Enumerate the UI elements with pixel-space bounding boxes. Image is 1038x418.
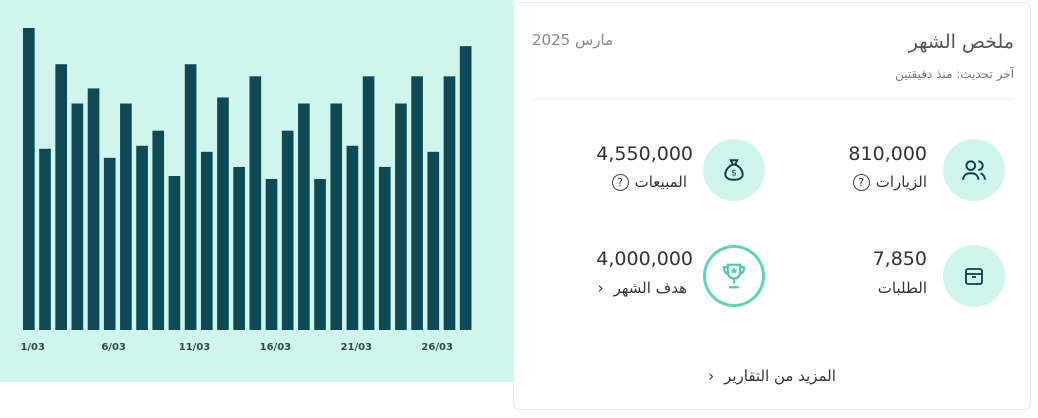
card-title: ملخص الشهر	[908, 31, 1014, 53]
chevron: ‹	[597, 279, 604, 297]
stat-label: المبيعات?	[611, 173, 687, 191]
stat-label-text: المبيعات	[634, 173, 687, 191]
bar	[281, 130, 294, 330]
bar	[249, 76, 262, 330]
bar	[411, 76, 423, 330]
stat-link[interactable]: هدف الشهر ‹	[598, 279, 687, 297]
stat-label-text: الزيارات	[875, 173, 927, 191]
bar	[200, 151, 213, 330]
svg-text:$: $	[731, 168, 737, 178]
summary-card: ملخص الشهر آخر تحديث: منذ دقيقتين مارس 2…	[513, 2, 1031, 410]
stat-value: 4,550,000	[596, 143, 693, 165]
more-link[interactable]: المزيد من التقارير ‹	[514, 367, 1030, 385]
sales-icon: $	[703, 139, 765, 201]
bar	[459, 46, 472, 331]
x-tick-label: 26/03	[421, 342, 453, 353]
visits-icon	[943, 139, 1005, 201]
x-tick-label: 1/03	[20, 342, 45, 353]
x-tick-label: 16/03	[260, 342, 292, 353]
divider	[532, 99, 1014, 100]
goal-icon	[703, 245, 765, 307]
bar	[298, 103, 310, 330]
bar	[152, 130, 165, 330]
help-icon[interactable]: ?	[852, 174, 870, 191]
stat-label: الزيارات?	[852, 173, 927, 191]
bar	[362, 76, 375, 330]
bar	[23, 28, 35, 330]
chart: 1/03 6/03 11/03 16/03 21/03 26/03	[20, 28, 472, 353]
bar	[395, 103, 407, 330]
x-tick-label: 11/03	[179, 342, 211, 353]
bar	[168, 175, 181, 330]
orders-icon	[943, 245, 1005, 307]
stat-value: 7,850	[872, 248, 927, 270]
stat-label: الطلبات	[877, 279, 927, 297]
help-icon[interactable]: ?	[611, 174, 629, 191]
bar	[103, 157, 116, 330]
bar	[136, 145, 148, 330]
bar	[314, 179, 326, 330]
stat-value: 4,000,000	[596, 248, 693, 270]
bar	[217, 97, 229, 331]
chevron: ‹	[708, 367, 715, 385]
stat-label-text: هدف الشهر	[613, 279, 687, 297]
stat-value: 810,000	[848, 143, 927, 165]
bar	[87, 88, 100, 331]
bar	[55, 64, 68, 331]
bar	[39, 148, 51, 330]
bar	[265, 179, 278, 330]
bar	[120, 103, 132, 330]
bar	[184, 64, 197, 331]
bar	[71, 103, 84, 330]
bar	[378, 166, 391, 330]
bar	[443, 76, 456, 330]
period: مارس 2025	[532, 31, 614, 49]
bar	[346, 145, 359, 330]
x-tick-label: 6/03	[101, 342, 126, 353]
more-link-text: المزيد من التقارير	[724, 367, 836, 385]
card-subtitle: آخر تحديث: منذ دقيقتين	[895, 67, 1014, 81]
bar	[427, 151, 440, 330]
bar	[330, 103, 343, 330]
chart-panel: 1/03 6/03 11/03 16/03 21/03 26/03	[0, 0, 513, 382]
bar	[233, 166, 245, 330]
x-tick-label: 21/03	[341, 342, 373, 353]
